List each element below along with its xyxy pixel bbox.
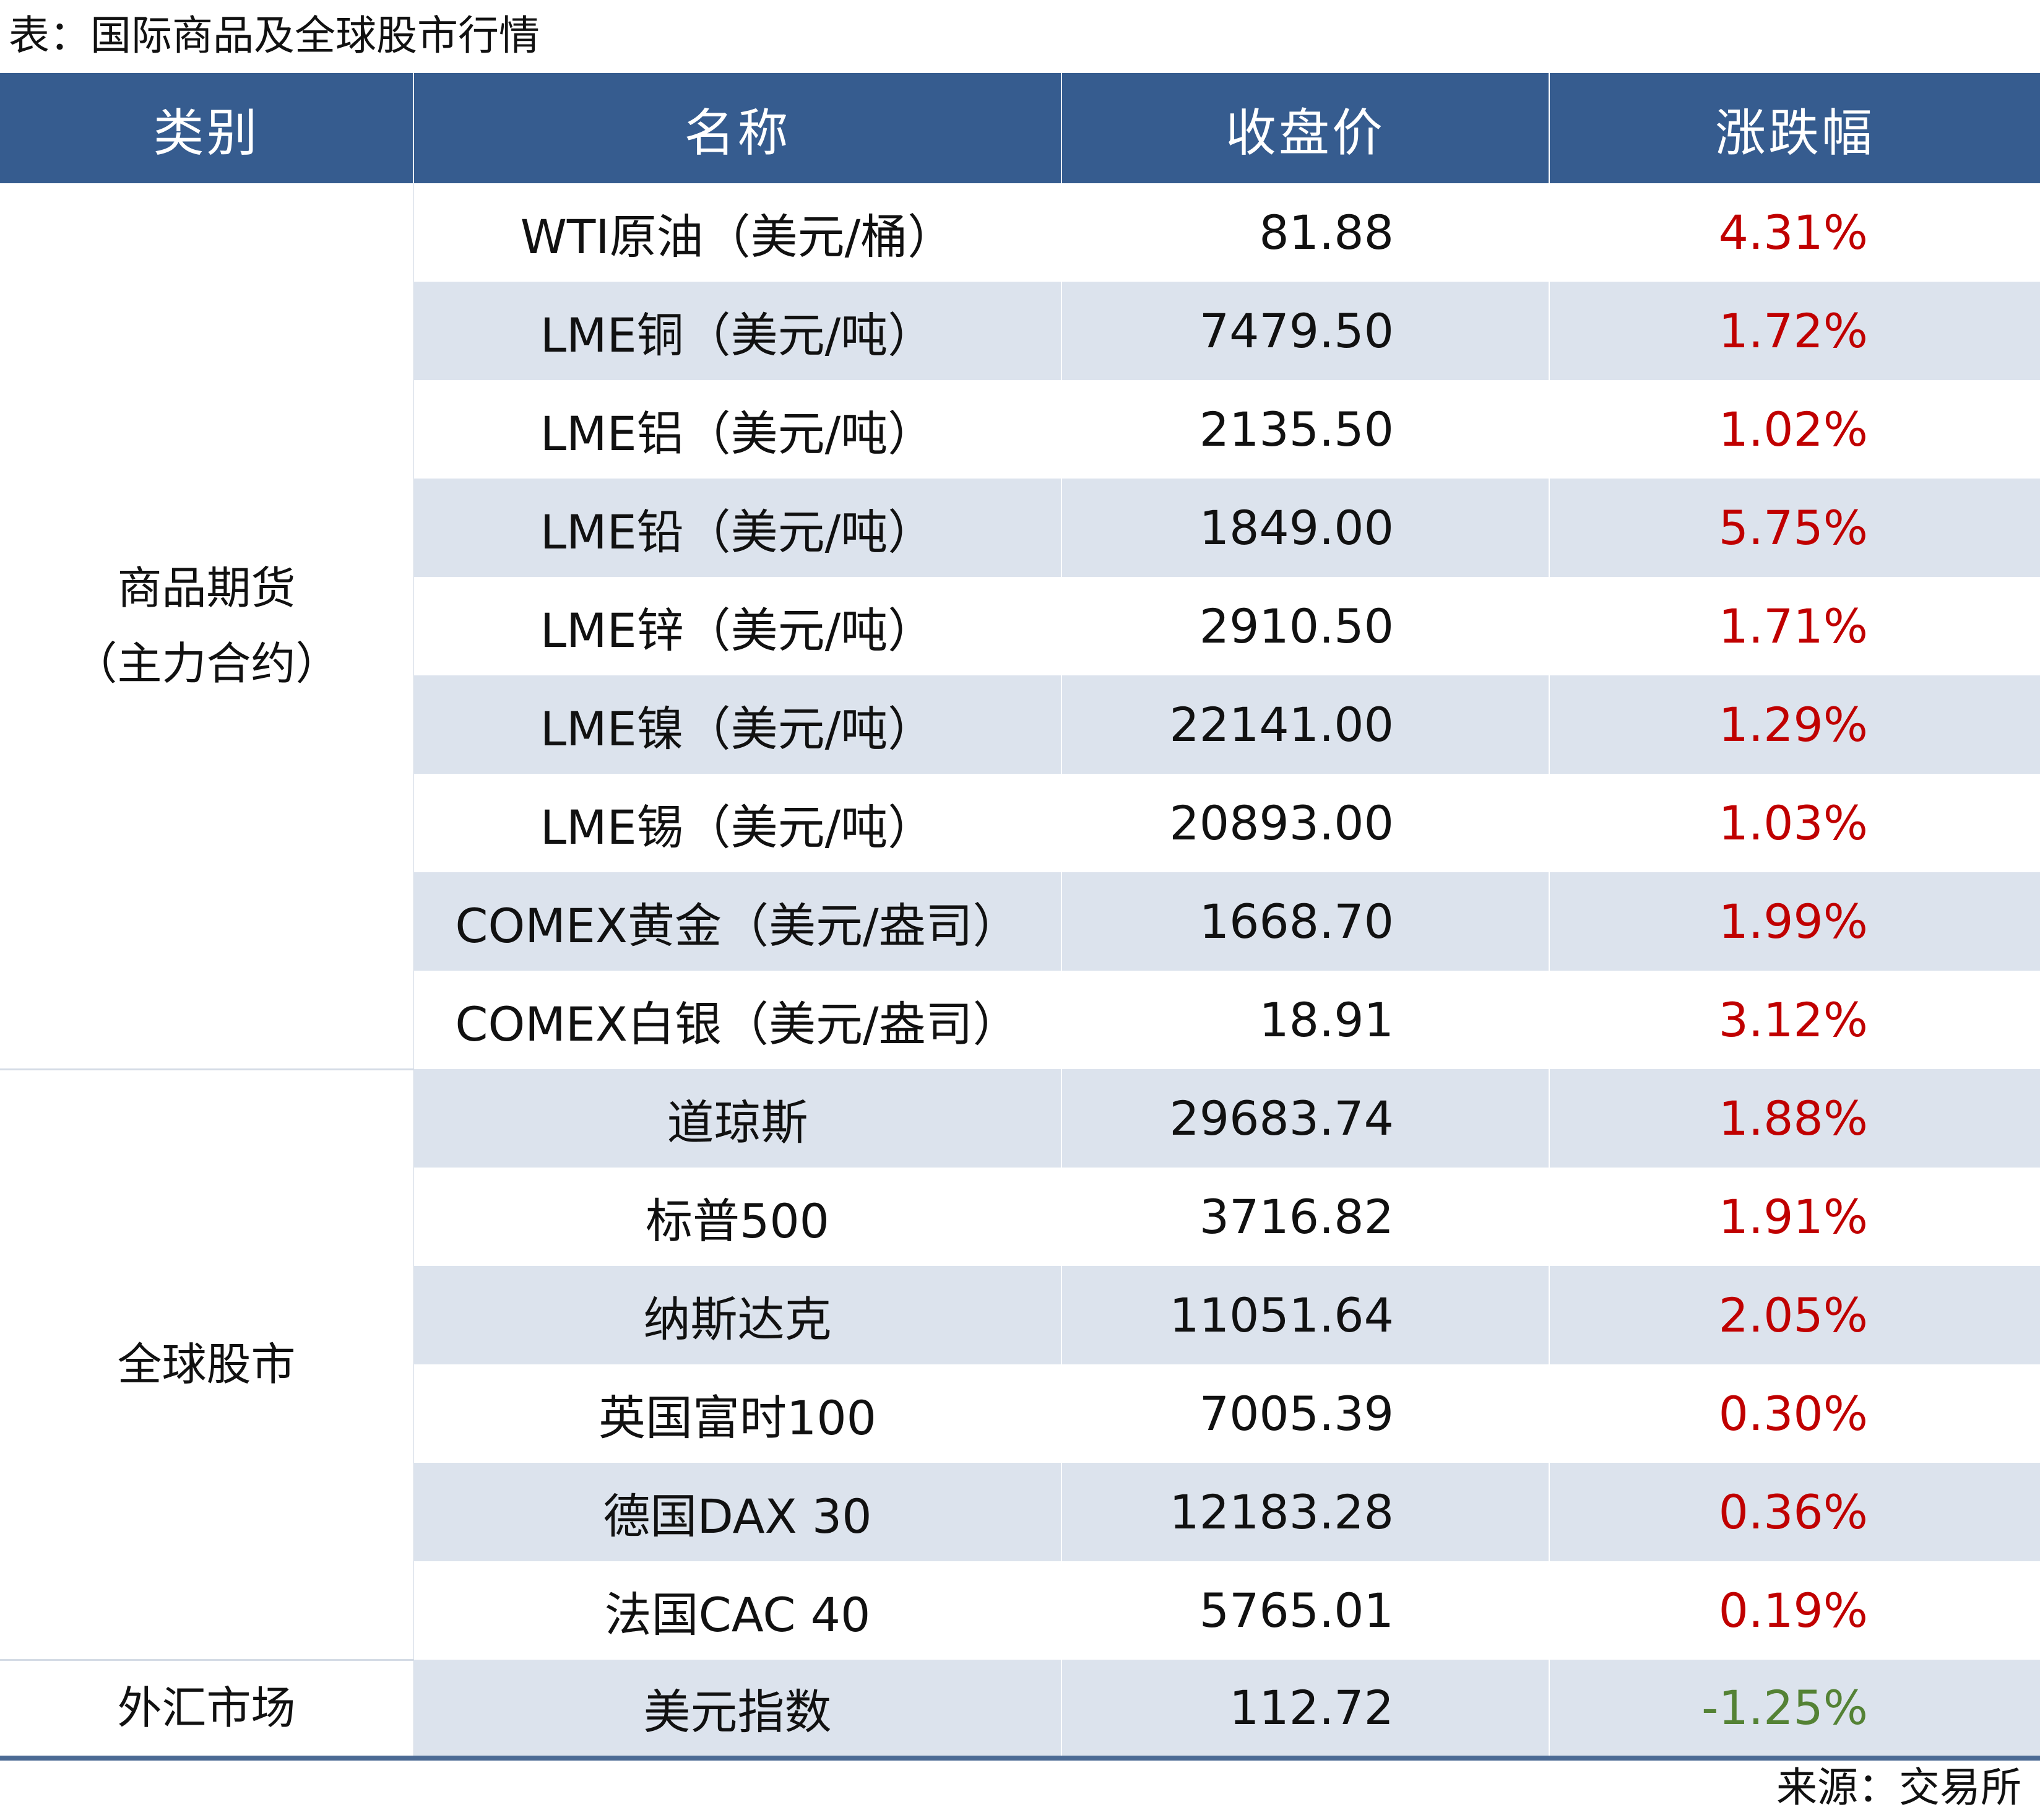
table-body: 商品期货 （主力合约） WTI原油（美元/桶） 81.88 4.31% LME铜（美元/吨…	[0, 183, 2040, 1758]
change-percent: 4.31%	[1549, 183, 2040, 282]
table-row: COMEX白银（美元/盎司） 18.91 3.12%	[0, 971, 2040, 1069]
table-row: 法国CAC 40 5765.01 0.19%	[0, 1561, 2040, 1660]
instrument-name: LME铅（美元/吨）	[413, 479, 1062, 577]
change-percent: 0.30%	[1549, 1364, 2040, 1463]
instrument-name: COMEX白银（美元/盎司）	[413, 971, 1062, 1069]
table-row: 德国DAX 30 12183.28 0.36%	[0, 1463, 2040, 1561]
close-price: 18.91	[1061, 971, 1550, 1069]
category-label: 外汇市场	[117, 1682, 296, 1735]
instrument-name: 美元指数	[413, 1660, 1062, 1758]
table-row: LME铝（美元/吨） 2135.50 1.02%	[0, 380, 2040, 479]
instrument-name: WTI原油（美元/桶）	[413, 183, 1062, 282]
instrument-name: LME镍（美元/吨）	[413, 675, 1062, 774]
change-percent: 0.19%	[1549, 1561, 2040, 1660]
close-price: 7005.39	[1061, 1364, 1550, 1463]
close-price: 81.88	[1061, 183, 1550, 282]
table-row: 英国富时100 7005.39 0.30%	[0, 1364, 2040, 1463]
change-percent: 1.91%	[1549, 1168, 2040, 1266]
table-row: LME锡（美元/吨） 20893.00 1.03%	[0, 774, 2040, 872]
category-label: 商品期货	[117, 561, 296, 614]
instrument-name: COMEX黄金（美元/盎司）	[413, 872, 1062, 971]
close-price: 12183.28	[1061, 1463, 1550, 1561]
instrument-name: LME锡（美元/吨）	[413, 774, 1062, 872]
page-title: 表：国际商品及全球股市行情	[9, 12, 540, 59]
close-price: 7479.50	[1061, 282, 1550, 380]
table-row: 全球股市 道琼斯 29683.74 1.88%	[0, 1068, 2040, 1660]
table-row: LME铅（美元/吨） 1849.00 5.75%	[0, 479, 2040, 577]
instrument-name: 纳斯达克	[413, 1266, 1062, 1364]
change-percent: 1.29%	[1549, 675, 2040, 774]
change-percent: 1.88%	[1549, 1069, 2040, 1168]
change-percent: -1.25%	[1549, 1660, 2040, 1758]
header-close: 收盘价	[1061, 73, 1550, 183]
change-percent: 1.99%	[1549, 872, 2040, 971]
close-price: 2135.50	[1061, 380, 1550, 479]
table-row: COMEX黄金（美元/盎司） 1668.70 1.99%	[0, 872, 2040, 971]
close-price: 1849.00	[1061, 479, 1550, 577]
change-percent: 1.03%	[1549, 774, 2040, 872]
close-price: 112.72	[1061, 1660, 1550, 1758]
change-percent: 1.02%	[1549, 380, 2040, 479]
table-row: 纳斯达克 11051.64 2.05%	[0, 1266, 2040, 1364]
category-cell: 商品期货 （主力合约）	[0, 183, 414, 1069]
instrument-name: LME锌（美元/吨）	[413, 577, 1062, 675]
close-price: 5765.01	[1061, 1561, 1550, 1660]
instrument-name: 德国DAX 30	[413, 1463, 1062, 1561]
table-row: LME镍（美元/吨） 22141.00 1.29%	[0, 675, 2040, 774]
table-row: LME铜（美元/吨） 7479.50 1.72%	[0, 282, 2040, 380]
change-percent: 1.72%	[1549, 282, 2040, 380]
instrument-name: 道琼斯	[413, 1069, 1062, 1168]
table-row: 外汇市场 美元指数 112.72 -1.25%	[0, 1658, 2040, 1758]
close-price: 3716.82	[1061, 1168, 1550, 1266]
table-row: 商品期货 （主力合约） WTI原油（美元/桶） 81.88 4.31%	[0, 183, 2040, 1069]
change-percent: 1.71%	[1549, 577, 2040, 675]
instrument-name: 标普500	[413, 1168, 1062, 1266]
category-cell: 外汇市场	[0, 1658, 414, 1758]
close-price: 11051.64	[1061, 1266, 1550, 1364]
change-percent: 5.75%	[1549, 479, 2040, 577]
close-price: 29683.74	[1061, 1069, 1550, 1168]
market-table: 类别 名称 收盘价 涨跌幅 商品期货 （主力合约） WTI原油（美元/桶） 81.88…	[0, 73, 2040, 1761]
change-percent: 3.12%	[1549, 971, 2040, 1069]
category-label: 全球股市	[117, 1338, 296, 1390]
table-row: LME锌（美元/吨） 2910.50 1.71%	[0, 577, 2040, 675]
header-name: 名称	[413, 73, 1062, 183]
close-price: 20893.00	[1061, 774, 1550, 872]
close-price: 2910.50	[1061, 577, 1550, 675]
change-percent: 2.05%	[1549, 1266, 2040, 1364]
table-row: 标普500 3716.82 1.91%	[0, 1168, 2040, 1266]
source-note: 来源：交易所	[1776, 1764, 2021, 1811]
change-percent: 0.36%	[1549, 1463, 2040, 1561]
header-row: 类别 名称 收盘价 涨跌幅	[0, 73, 2040, 183]
close-price: 1668.70	[1061, 872, 1550, 971]
instrument-name: 英国富时100	[413, 1364, 1062, 1463]
instrument-name: 法国CAC 40	[413, 1561, 1062, 1660]
instrument-name: LME铝（美元/吨）	[413, 380, 1062, 479]
header-category: 类别	[0, 73, 414, 183]
instrument-name: LME铜（美元/吨）	[413, 282, 1062, 380]
header-change: 涨跌幅	[1549, 73, 2040, 183]
close-price: 22141.00	[1061, 675, 1550, 774]
category-sublabel: （主力合约）	[72, 637, 340, 690]
category-cell: 全球股市	[0, 1068, 414, 1660]
